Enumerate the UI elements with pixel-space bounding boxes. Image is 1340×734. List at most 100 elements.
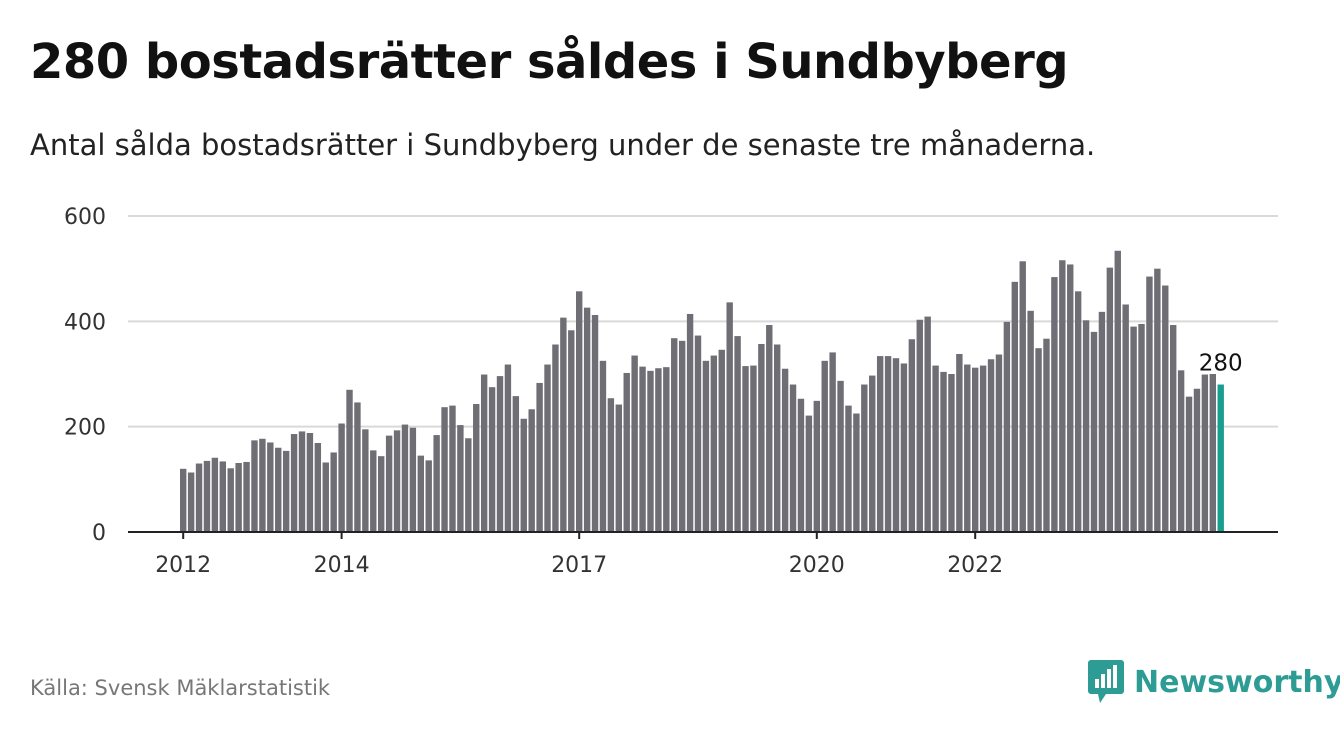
bar [1130, 326, 1137, 532]
bar [378, 456, 385, 532]
y-tick-label: 400 [64, 310, 106, 335]
bar [924, 316, 931, 532]
bar [979, 365, 987, 532]
bar [314, 442, 322, 532]
bar [544, 364, 551, 532]
highlight-value-label: 280 [1199, 351, 1243, 377]
x-tick-label: 2020 [789, 553, 845, 578]
bar [275, 447, 282, 532]
bar [401, 424, 409, 532]
bar [972, 367, 979, 532]
bar [726, 302, 733, 532]
bar [1035, 348, 1042, 532]
bar [1146, 276, 1153, 532]
bar [940, 371, 947, 532]
bar [488, 387, 496, 532]
bar [235, 463, 242, 532]
bar [441, 407, 448, 532]
bar [322, 462, 329, 532]
bar [916, 319, 923, 532]
bar [845, 405, 852, 532]
bar [1011, 281, 1018, 532]
bar [1209, 374, 1216, 532]
bar [330, 452, 337, 532]
bar [813, 400, 820, 532]
bar [639, 366, 646, 532]
bar [623, 372, 630, 532]
bar [948, 374, 955, 532]
brand-logo[interactable]: Newsworthy [1088, 660, 1340, 704]
bar-chart: 0 200 400 600 2012 2014 2017 2020 2022 280 [64, 205, 1278, 578]
bar [583, 307, 591, 532]
bar [758, 343, 765, 532]
bar [1106, 267, 1114, 532]
bar [591, 315, 599, 532]
bar [663, 367, 670, 532]
bar-chart-speech-bubble-icon [1088, 660, 1124, 703]
bar [987, 359, 995, 532]
bar [686, 313, 694, 532]
bar [853, 413, 860, 532]
bar [560, 317, 567, 532]
bar [536, 382, 543, 532]
bar [417, 455, 424, 532]
bar [425, 460, 432, 532]
y-tick-label: 0 [92, 521, 106, 546]
bar [821, 360, 828, 532]
bar [306, 432, 314, 532]
bar [393, 430, 401, 532]
bar [528, 409, 535, 532]
bar [1051, 277, 1058, 532]
bar [781, 368, 789, 532]
x-tick-label: 2014 [314, 553, 370, 578]
bar [599, 360, 607, 532]
bar [338, 423, 345, 532]
bar [694, 335, 702, 532]
bar [568, 330, 575, 532]
bar [615, 404, 622, 532]
bar [480, 374, 488, 532]
x-tick-label: 2022 [947, 553, 1003, 578]
bar [1154, 268, 1161, 532]
bar [227, 468, 234, 532]
bar [710, 355, 718, 532]
bar [354, 402, 361, 532]
bar [655, 368, 662, 532]
bar [449, 405, 456, 532]
bar [1193, 388, 1201, 532]
bar [362, 429, 369, 532]
bars [180, 250, 1224, 532]
bar [1074, 291, 1082, 532]
bar [956, 353, 963, 532]
bar [805, 415, 813, 532]
bar [900, 363, 908, 532]
bar [647, 370, 654, 532]
labels: 0 200 400 600 2012 2014 2017 2020 2022 280 [64, 205, 1243, 578]
bar [1162, 285, 1169, 532]
bar [1098, 311, 1106, 532]
bar [607, 398, 615, 532]
bar [908, 339, 916, 532]
bar [203, 460, 211, 532]
bar [1185, 396, 1193, 532]
bar [995, 354, 1003, 532]
y-tick-label: 200 [64, 416, 106, 441]
x-tick-label: 2017 [551, 553, 607, 578]
bar [789, 384, 797, 532]
bar [465, 438, 472, 532]
bar [512, 396, 520, 532]
bar [385, 435, 393, 532]
bar [718, 349, 725, 532]
axes [128, 531, 1278, 539]
bar [734, 336, 741, 532]
bar [678, 340, 686, 532]
chart-title: 280 bostadsrätter såldes i Sundbyberg [30, 34, 1069, 90]
bar [187, 472, 195, 532]
bar [433, 435, 440, 532]
bar [829, 352, 836, 532]
bar [219, 461, 226, 532]
bar [1138, 323, 1145, 532]
bar [576, 291, 583, 532]
bar [259, 438, 266, 532]
bar [457, 425, 464, 532]
